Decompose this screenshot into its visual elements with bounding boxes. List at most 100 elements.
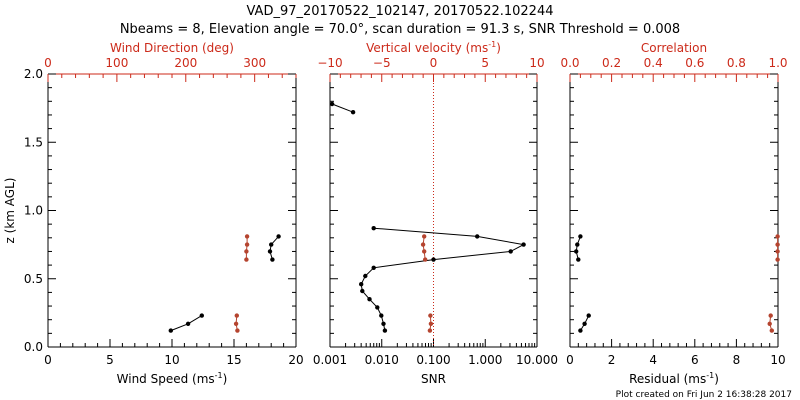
x-axis-label-top: Vertical velocity (ms-1) [366, 40, 501, 55]
series-line-bottom [269, 236, 279, 260]
data-point-top [428, 313, 433, 318]
data-point-top [775, 249, 780, 254]
data-point-top [423, 257, 428, 262]
data-point-top [775, 234, 780, 239]
data-point-bottom [199, 313, 204, 318]
x-tick-label-top: 10 [529, 56, 544, 70]
x-tick-label-top: 0.4 [644, 56, 663, 70]
data-point-top [244, 249, 249, 254]
data-point-top [235, 328, 240, 333]
x-tick-label-bottom: 5 [106, 353, 114, 367]
data-point-bottom [574, 249, 579, 254]
x-tick-label-bottom: 10 [770, 353, 785, 367]
x-tick-label-top: −5 [373, 56, 391, 70]
data-point-bottom [329, 101, 335, 107]
data-point-bottom [276, 234, 281, 239]
panel-wind-speed-direction: 0.00.51.01.52.0z (km AGL)0 5 10 15 200 100 200… [3, 41, 304, 386]
data-point-top [428, 321, 434, 326]
data-point-bottom [375, 305, 380, 310]
data-point-bottom [431, 257, 436, 262]
data-point-top [234, 313, 239, 318]
x-tick-label-bottom: 0 [566, 353, 574, 367]
data-point-bottom [381, 321, 386, 326]
x-axis-label-bottom: SNR [421, 372, 446, 386]
y-tick-label: 1.5 [24, 135, 43, 149]
data-point-bottom [270, 257, 275, 262]
data-point-bottom [382, 328, 388, 333]
data-point-bottom [379, 313, 384, 318]
data-point-top [244, 234, 250, 239]
x-tick-label-top: 100 [105, 56, 128, 70]
x-tick-label-top: 300 [243, 56, 266, 70]
x-axis-label-top: Wind Direction (deg) [110, 41, 234, 55]
y-tick-label: 0.5 [24, 272, 43, 286]
data-point-bottom [360, 288, 365, 294]
series-line-top [422, 236, 426, 260]
x-tick-label-bottom: 10.000 [516, 353, 558, 367]
x-tick-label-top: 0.8 [727, 56, 746, 70]
data-point-top [427, 328, 433, 333]
x-tick-label-bottom: 0.010 [365, 353, 399, 367]
data-point-bottom [269, 242, 274, 247]
data-point-top [775, 257, 780, 262]
data-point-top [233, 321, 239, 326]
data-point-bottom [578, 328, 583, 333]
x-tick-label-bottom: 1.000 [468, 353, 502, 367]
y-tick-label: 0.0 [24, 340, 43, 354]
y-tick-label: 2.0 [24, 67, 43, 81]
x-tick-label-top: 0 [44, 56, 52, 70]
x-tick-label-top: 0.6 [685, 56, 704, 70]
data-point-bottom [371, 226, 376, 231]
data-point-top [767, 321, 772, 326]
figure-title-line1: VAD_97_20170522_102147, 20170522.102244 [247, 4, 554, 19]
data-point-top [422, 234, 427, 239]
data-point-bottom [168, 328, 173, 333]
data-point-bottom [576, 257, 581, 262]
panel-residual-correlation: 0 2 4 6 8 10 0.0 0.2 0.4 0.6 0.8 1.0 Residual (ms-1)… [560, 41, 787, 386]
data-point-bottom [586, 313, 591, 318]
x-tick-label-top: 1.0 [768, 56, 787, 70]
x-tick-label-top: 5 [481, 56, 489, 70]
series-line-top [245, 236, 248, 260]
x-tick-label-top: −10 [317, 56, 342, 70]
x-tick-label-top: 200 [174, 56, 197, 70]
data-point-bottom [363, 273, 368, 279]
data-point-bottom [575, 242, 580, 247]
x-tick-label-bottom: 2 [608, 353, 616, 367]
series-line-bottom [360, 227, 526, 331]
data-point-bottom [508, 249, 513, 254]
y-axis-label: z (km AGL) [3, 178, 17, 244]
x-tick-label-top: 0.0 [560, 56, 579, 70]
x-tick-label-bottom: 15 [226, 353, 241, 367]
data-point-bottom [267, 249, 273, 254]
series-line-bottom [575, 236, 581, 260]
figure-title-line2: Nbeams = 8, Elevation angle = 70.0°, sca… [120, 22, 680, 37]
x-tick-label-bottom: 10 [164, 353, 179, 367]
x-tick-label-bottom: 8 [733, 353, 741, 367]
x-tick-label-top: 0.2 [602, 56, 621, 70]
data-point-bottom [359, 282, 364, 287]
panel-snr-vertical-velocity: 0.001 0.010 0.100 1.000 10.000 −10 −5 0 5 10 SNR Ve… [313, 40, 558, 386]
x-tick-label-bottom: 20 [288, 353, 303, 367]
x-tick-label-bottom: 4 [649, 353, 657, 367]
data-point-bottom [371, 265, 376, 270]
y-tick-label: 1.0 [24, 204, 43, 218]
data-point-bottom [475, 234, 480, 239]
x-axis-label-top: Correlation [641, 41, 707, 55]
x-tick-label-bottom: 0.100 [416, 353, 450, 367]
data-point-bottom [578, 234, 583, 239]
x-axis-label-bottom: Residual (ms-1) [629, 371, 719, 386]
x-tick-label-bottom: 0 [44, 353, 52, 367]
data-point-bottom [582, 321, 587, 326]
data-point-bottom [185, 321, 191, 326]
data-point-bottom [367, 297, 372, 302]
series-line-bottom [331, 103, 354, 113]
x-tick-label-bottom: 0.001 [313, 353, 347, 367]
data-point-bottom [350, 110, 356, 115]
data-point-top [422, 249, 427, 254]
x-tick-label-top: 0 [430, 56, 438, 70]
x-tick-label-bottom: 6 [691, 353, 699, 367]
data-point-top [420, 242, 426, 247]
data-point-top [244, 242, 250, 247]
